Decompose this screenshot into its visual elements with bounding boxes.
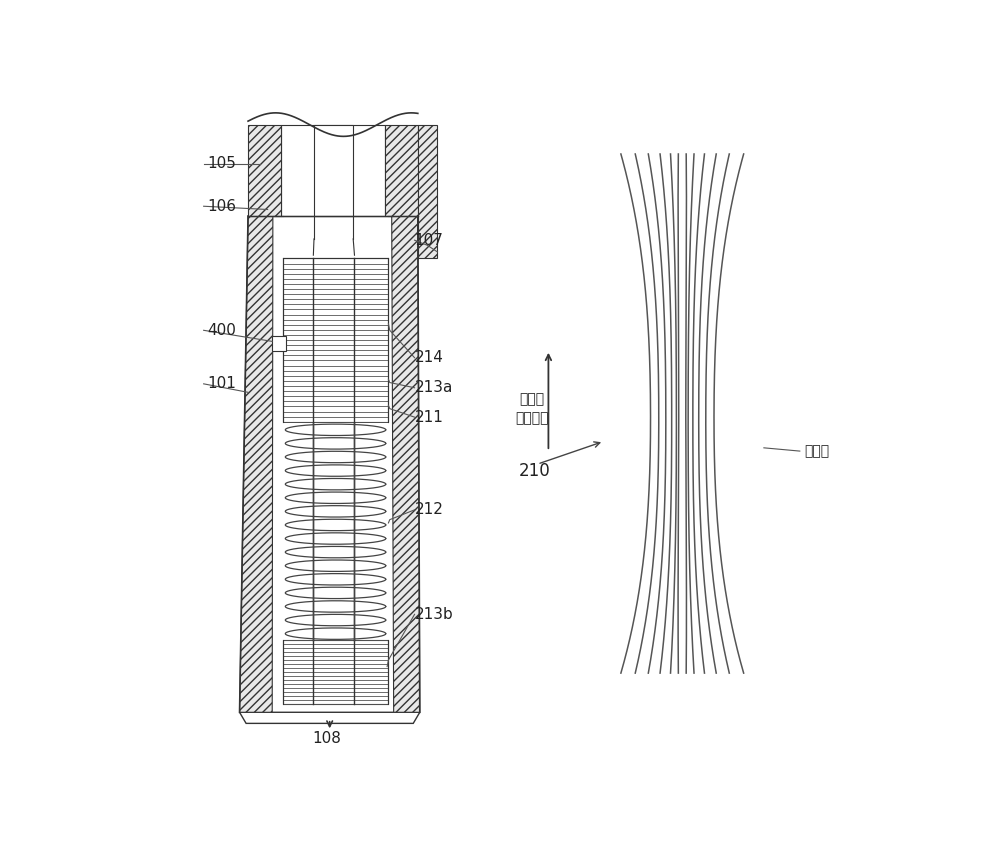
- Polygon shape: [240, 712, 420, 723]
- Text: 107: 107: [415, 232, 443, 248]
- Bar: [248, 125, 281, 216]
- Bar: [314, 125, 353, 216]
- Bar: [418, 125, 437, 259]
- Text: 106: 106: [207, 198, 236, 214]
- Text: 212: 212: [415, 502, 443, 517]
- Bar: [283, 640, 388, 704]
- Bar: [273, 216, 392, 712]
- Text: 磁力线: 磁力线: [804, 444, 829, 458]
- Text: 等离子
射流方向: 等离子 射流方向: [515, 392, 549, 426]
- Text: 101: 101: [207, 377, 236, 391]
- Bar: [272, 336, 286, 351]
- Bar: [385, 125, 418, 216]
- Text: 210: 210: [519, 461, 551, 480]
- Bar: [283, 259, 388, 421]
- Polygon shape: [392, 216, 420, 712]
- Bar: [283, 423, 388, 640]
- Bar: [281, 125, 385, 216]
- Text: 213a: 213a: [415, 380, 453, 395]
- Text: 213b: 213b: [415, 607, 453, 622]
- Text: 108: 108: [312, 731, 341, 746]
- Polygon shape: [240, 216, 273, 712]
- Text: 214: 214: [415, 350, 443, 365]
- Text: 211: 211: [415, 410, 443, 425]
- Text: 105: 105: [207, 156, 236, 171]
- Text: 400: 400: [207, 323, 236, 338]
